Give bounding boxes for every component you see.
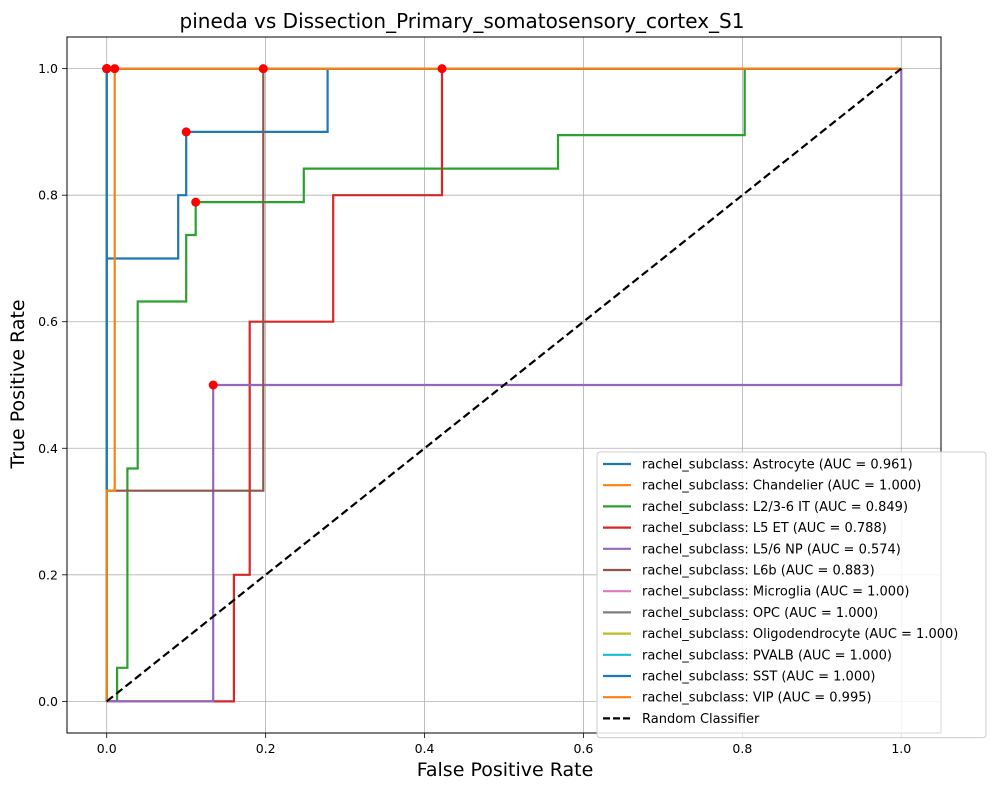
y-tick-label: 0.8 (38, 188, 58, 203)
optimal-point (102, 64, 112, 74)
x-tick-label: 0.4 (415, 741, 435, 756)
y-tick-label: 0.0 (38, 694, 58, 709)
random-classifier-line (106, 67, 902, 703)
legend-label: rachel_subclass: VIP (AUC = 0.995) (642, 691, 872, 706)
legend-label: rachel_subclass: Microglia (AUC = 1.000) (642, 585, 909, 600)
legend-box (596, 451, 987, 739)
y-tick-label: 1.0 (38, 61, 58, 76)
roc-curve-11 (105, 67, 902, 702)
x-tick-label: 0.2 (256, 741, 276, 756)
y-tick-label: 0.6 (38, 314, 58, 329)
y-tick-label: 0.4 (38, 441, 58, 456)
legend-label: rachel_subclass: OPC (AUC = 1.000) (642, 606, 878, 621)
plot-frame (66, 36, 942, 734)
y-tick-label: 0.2 (38, 567, 58, 582)
optimal-point (181, 127, 191, 137)
legend-label: rachel_subclass: Oligodendrocyte (AUC = … (642, 627, 958, 642)
legend-label: rachel_subclass: L5 ET (AUC = 0.788) (642, 521, 887, 536)
optimal-point (191, 197, 201, 207)
roc-curve-2 (106, 67, 902, 703)
axis-ticks: 0.0 0.2 0.4 0.6 0.8 1.0 0.0 0.2 0.4 0.6 0.8 1.0 (38, 61, 911, 756)
x-tick-label: 1.0 (891, 741, 911, 756)
legend-label: rachel_subclass: Astrocyte (AUC = 0.961) (642, 458, 913, 473)
legend-label: rachel_subclass: Chandelier (AUC = 1.000… (642, 479, 921, 494)
optimal-point (258, 64, 268, 74)
legend-label: rachel_subclass: PVALB (AUC = 1.000) (642, 648, 892, 663)
chart-title: pineda vs Dissection_Primary_somatosenso… (180, 9, 745, 33)
x-tick-label: 0.6 (574, 741, 594, 756)
x-tick-label: 0.8 (732, 741, 752, 756)
legend: rachel_subclass: Astrocyte (AUC = 0.961)… (596, 451, 987, 739)
roc-curve-3 (106, 67, 902, 703)
y-axis-label: True Positive Rate (7, 299, 29, 469)
roc-curve-0 (105, 67, 902, 702)
legend-label: rachel_subclass: L2/3-6 IT (AUC = 0.849) (642, 500, 908, 515)
optimal-point (110, 64, 120, 74)
legend-label: Random Classifier (642, 712, 760, 727)
x-tick-label: 0.0 (97, 741, 117, 756)
optimal-points (102, 64, 447, 390)
optimal-point (208, 380, 218, 390)
x-axis-label: False Positive Rate (417, 759, 594, 781)
optimal-point (437, 64, 447, 74)
legend-label: rachel_subclass: L5/6 NP (AUC = 0.574) (642, 542, 901, 557)
legend-label: rachel_subclass: SST (AUC = 1.000) (642, 670, 875, 685)
legend-label: rachel_subclass: L6b (AUC = 0.883) (642, 564, 875, 579)
